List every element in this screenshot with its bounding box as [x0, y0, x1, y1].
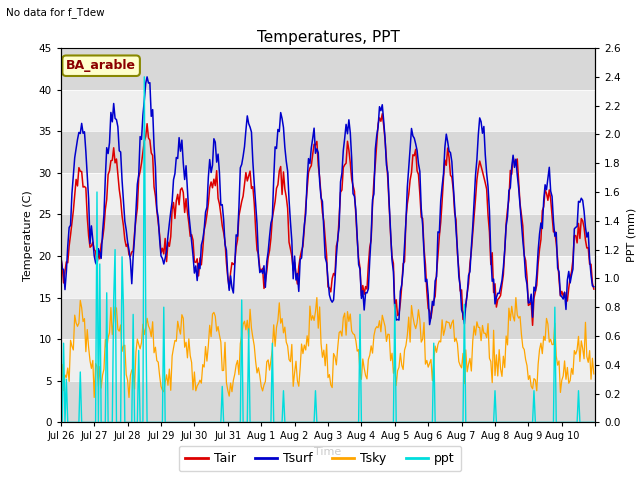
Bar: [61, 90, 595, 131]
Bar: [61, 131, 595, 173]
Text: No data for f_Tdew: No data for f_Tdew: [6, 7, 105, 18]
Bar: [61, 215, 595, 256]
Bar: [61, 48, 595, 90]
Bar: [61, 256, 595, 298]
Bar: [61, 339, 595, 381]
Text: BA_arable: BA_arable: [66, 59, 136, 72]
Bar: [61, 381, 595, 422]
Title: Temperatures, PPT: Temperatures, PPT: [257, 30, 399, 46]
Y-axis label: Temperature (C): Temperature (C): [23, 190, 33, 281]
Y-axis label: PPT (mm): PPT (mm): [627, 208, 636, 263]
Bar: [61, 298, 595, 339]
Legend: Tair, Tsurf, Tsky, ppt: Tair, Tsurf, Tsky, ppt: [179, 446, 461, 471]
Bar: [61, 173, 595, 215]
X-axis label: Time: Time: [314, 447, 342, 457]
